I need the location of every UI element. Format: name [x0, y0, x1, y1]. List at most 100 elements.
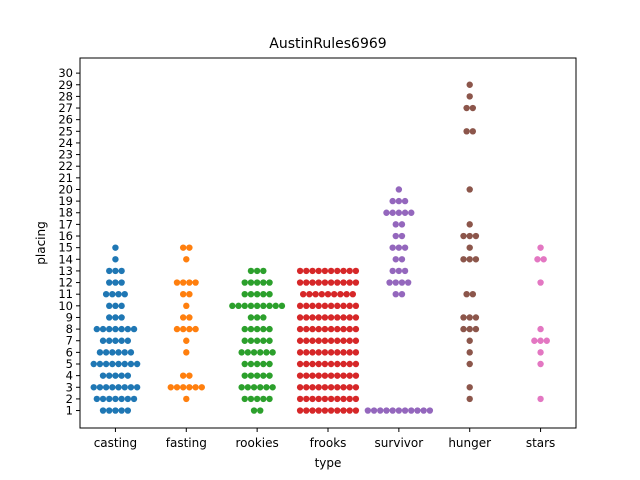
- data-point-hunger: [466, 349, 473, 356]
- data-point-fasting: [198, 384, 205, 391]
- data-point-frooks: [309, 337, 316, 344]
- data-point-frooks: [334, 349, 341, 356]
- data-point-frooks: [321, 407, 329, 414]
- data-point-frooks: [340, 372, 347, 379]
- data-point-stars: [540, 256, 547, 263]
- data-point-rookies: [266, 395, 273, 403]
- data-point-hunger: [469, 128, 477, 135]
- data-point-frooks: [315, 372, 322, 379]
- data-point-rookies: [253, 395, 261, 403]
- data-point-frooks: [352, 407, 360, 414]
- data-point-hunger: [463, 290, 470, 298]
- data-point-frooks: [331, 290, 338, 298]
- data-point-survivor: [392, 256, 399, 263]
- y-tick-label: 10: [58, 299, 73, 313]
- data-point-frooks: [321, 279, 329, 286]
- data-point-hunger: [466, 244, 473, 251]
- data-point-rookies: [247, 314, 255, 321]
- data-point-casting: [115, 360, 122, 368]
- y-tick-label: 30: [58, 66, 73, 80]
- data-point-rookies: [266, 337, 273, 344]
- data-point-frooks: [334, 314, 341, 321]
- data-point-frooks: [321, 302, 329, 310]
- data-point-survivor: [398, 232, 406, 240]
- data-point-hunger: [469, 290, 477, 298]
- y-tick-label: 18: [58, 206, 73, 220]
- data-point-casting: [106, 325, 113, 333]
- data-point-frooks: [352, 325, 360, 333]
- data-point-frooks: [296, 349, 304, 356]
- data-point-casting: [102, 290, 110, 298]
- data-point-fasting: [179, 314, 187, 321]
- data-point-rookies: [266, 372, 273, 379]
- data-point-rookies: [238, 384, 245, 391]
- data-point-frooks: [303, 384, 310, 391]
- data-point-frooks: [352, 360, 360, 368]
- data-point-rookies: [253, 267, 261, 275]
- data-point-fasting: [183, 302, 190, 310]
- data-point-frooks: [334, 279, 341, 286]
- data-point-frooks: [309, 325, 316, 333]
- data-point-frooks: [309, 302, 316, 310]
- data-point-survivor: [370, 407, 378, 414]
- data-point-frooks: [334, 372, 341, 379]
- data-point-rookies: [278, 302, 286, 310]
- data-point-frooks: [296, 395, 304, 403]
- data-point-fasting: [173, 279, 181, 286]
- data-point-rookies: [235, 302, 242, 310]
- data-point-survivor: [389, 267, 396, 275]
- data-point-hunger: [466, 384, 473, 391]
- data-point-rookies: [269, 384, 276, 391]
- data-point-hunger: [466, 337, 473, 344]
- data-point-rookies: [260, 395, 267, 403]
- data-point-frooks: [334, 302, 341, 310]
- data-point-casting: [121, 290, 128, 298]
- data-point-frooks: [327, 267, 335, 275]
- data-point-rookies: [253, 325, 261, 333]
- data-point-rookies: [257, 349, 264, 356]
- data-point-frooks: [296, 325, 304, 333]
- data-point-frooks: [303, 314, 310, 321]
- data-point-fasting: [183, 395, 190, 403]
- data-point-casting: [106, 337, 113, 344]
- data-point-rookies: [253, 279, 261, 286]
- data-point-frooks: [349, 290, 356, 298]
- data-point-hunger: [460, 314, 467, 321]
- data-point-frooks: [346, 407, 353, 414]
- data-point-rookies: [266, 360, 273, 368]
- data-point-frooks: [352, 314, 360, 321]
- y-tick-label: 21: [58, 171, 73, 185]
- data-point-frooks: [327, 314, 335, 321]
- data-point-fasting: [179, 325, 187, 333]
- data-point-casting: [118, 325, 125, 333]
- data-point-frooks: [340, 360, 347, 368]
- data-point-frooks: [334, 360, 341, 368]
- y-axis-ticks: 1234567891011121314151617181920212223242…: [58, 66, 80, 418]
- x-axis-label: type: [315, 456, 342, 470]
- data-point-casting: [118, 302, 125, 310]
- data-point-frooks: [296, 279, 304, 286]
- data-point-survivor: [404, 279, 412, 286]
- x-tick-label: hunger: [448, 436, 491, 450]
- data-point-casting: [121, 349, 128, 356]
- data-point-fasting: [179, 372, 187, 379]
- data-point-frooks: [346, 314, 353, 321]
- plot-frame: [79, 57, 577, 429]
- data-point-fasting: [179, 290, 187, 298]
- data-point-frooks: [315, 349, 322, 356]
- data-point-casting: [106, 314, 113, 321]
- data-point-casting: [115, 384, 122, 391]
- data-point-frooks: [315, 279, 322, 286]
- data-point-casting: [112, 325, 119, 333]
- data-point-casting: [124, 337, 132, 344]
- data-point-hunger: [463, 128, 470, 135]
- y-tick-label: 28: [58, 89, 73, 103]
- data-point-hunger: [466, 256, 473, 263]
- data-point-survivor: [383, 209, 390, 216]
- data-point-frooks: [334, 384, 341, 391]
- data-point-stars: [543, 337, 550, 344]
- y-tick-label: 9: [66, 310, 73, 324]
- data-point-survivor: [420, 407, 427, 414]
- data-point-rookies: [260, 314, 267, 321]
